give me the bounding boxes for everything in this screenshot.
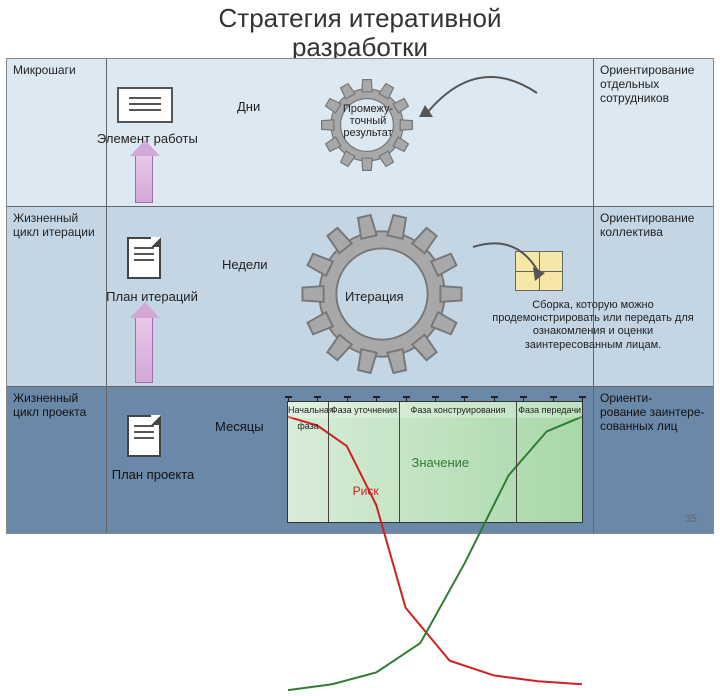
chart-tick	[435, 396, 436, 402]
row2-time: Недели	[222, 257, 268, 272]
project-plan-label: План проекта	[103, 467, 203, 482]
gear-large-label: Итерация	[345, 289, 404, 304]
chart-tick	[494, 396, 495, 402]
chart-tick	[288, 396, 289, 402]
risk-label: Риск	[353, 484, 379, 498]
project-plan-icon	[127, 415, 161, 457]
value-label: Значение	[411, 455, 469, 470]
chart-tick	[406, 396, 407, 402]
row3-left-label: Жизненный цикл проекта	[7, 387, 107, 533]
arrow-project-to-iteration	[135, 317, 153, 383]
arrow-plan-to-element	[135, 155, 153, 203]
gear-small-label: Промежу- точный результат	[329, 103, 407, 139]
row3-right-label: Ориенти- рование заинтере- сованных лиц	[593, 387, 713, 533]
phase-chart: Начальная фазаФаза уточненияФаза констру…	[287, 401, 583, 523]
row-microsteps: Микрошаги Ориентирование отдельных сотру…	[7, 59, 713, 207]
phase-header: Начальная фаза	[288, 402, 328, 418]
chart-tick	[523, 396, 524, 402]
phase-column: Начальная фаза	[288, 402, 329, 522]
row2-left-label: Жизненный цикл итерации	[7, 207, 107, 386]
phase-header: Фаза уточнения	[329, 402, 399, 418]
feedback-arrow-top	[417, 63, 547, 123]
row2-right-label: Ориентирование коллектива	[593, 207, 713, 386]
row1-right-label: Ориентирование отдельных сотрудников	[593, 59, 713, 206]
phase-column: Фаза передачи	[517, 402, 582, 522]
iteration-plan-icon	[127, 237, 161, 279]
chart-tick	[582, 396, 583, 402]
work-element-box	[117, 87, 173, 123]
chart-tick	[376, 396, 377, 402]
chart-tick	[464, 396, 465, 402]
diagram-container: Микрошаги Ориентирование отдельных сотру…	[6, 58, 714, 534]
row1-left-label: Микрошаги	[7, 59, 107, 206]
row-project: Жизненный цикл проекта Ориенти- рование …	[7, 387, 713, 533]
row3-time: Месяцы	[215, 419, 264, 434]
assembly-text: Сборка, которую можно продемонстрировать…	[483, 299, 703, 352]
chart-tick	[317, 396, 318, 402]
feedback-arrow-mid	[467, 237, 547, 307]
title-line1: Стратегия итеративной	[219, 3, 502, 33]
page-number: 35	[685, 513, 697, 525]
phase-column: Фаза уточнения	[329, 402, 400, 522]
chart-tick	[553, 396, 554, 402]
chart-tick	[347, 396, 348, 402]
phase-header: Фаза конструирования	[400, 402, 517, 418]
row-iteration: Жизненный цикл итерации Ориентирование к…	[7, 207, 713, 387]
row1-time: Дни	[237, 99, 260, 114]
phase-header: Фаза передачи	[517, 402, 582, 418]
